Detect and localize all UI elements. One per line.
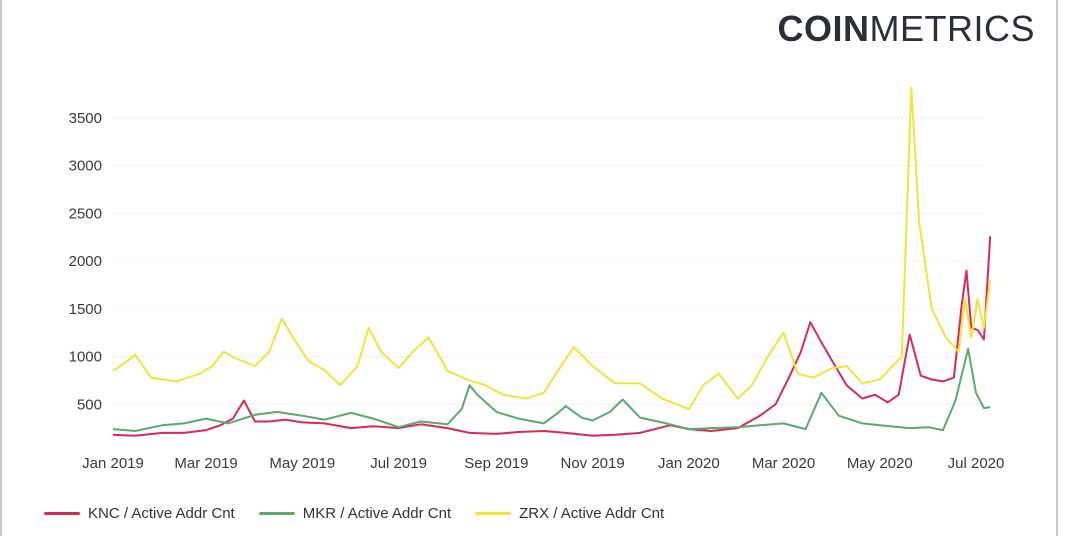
frame-left-border xyxy=(0,0,2,536)
legend-label: ZRX / Active Addr Cnt xyxy=(519,505,665,522)
y-tick-label: 3500 xyxy=(69,110,102,127)
series-line-mkr xyxy=(112,347,991,432)
legend-swatch xyxy=(258,512,295,515)
x-tick-label: May 2019 xyxy=(269,455,335,472)
y-tick-label: 500 xyxy=(77,396,102,413)
x-tick-label: Nov 2019 xyxy=(561,455,625,472)
legend-label: KNC / Active Addr Cnt xyxy=(88,505,235,522)
logo-bold-text: COIN xyxy=(777,8,870,49)
x-tick-label: Sep 2019 xyxy=(464,455,528,472)
x-tick-label: Mar 2019 xyxy=(174,455,237,472)
x-tick-label: Jul 2020 xyxy=(948,455,1005,472)
y-tick-label: 1000 xyxy=(69,349,102,366)
legend-swatch xyxy=(44,512,80,515)
y-tick-label: 1500 xyxy=(69,301,102,318)
logo-light-text: METRICS xyxy=(869,8,1035,49)
x-tick-label: May 2020 xyxy=(847,455,913,472)
legend-item-knc[interactable]: KNC / Active Addr Cnt xyxy=(44,505,235,522)
series-line-zrx xyxy=(112,86,992,411)
legend-label: MKR / Active Addr Cnt xyxy=(302,505,452,522)
chart-legend: KNC / Active Addr Cnt MKR / Active Addr C… xyxy=(44,505,664,522)
y-gridlines xyxy=(113,117,983,405)
y-axis: 500 1000 1500 2000 2500 3000 3500 xyxy=(69,110,102,413)
y-tick-label: 2500 xyxy=(69,205,102,222)
y-tick-label: 2000 xyxy=(69,253,102,270)
series-lines xyxy=(112,86,992,437)
coinmetrics-logo: COINMETRICS xyxy=(778,8,1036,50)
x-tick-label: Jul 2019 xyxy=(370,455,427,472)
y-tick-label: 3000 xyxy=(69,158,102,175)
x-axis: Jan 2019 Mar 2019 May 2019 Jul 2019 Sep 2019… xyxy=(82,455,1004,472)
x-tick-label: Mar 2020 xyxy=(752,455,815,472)
legend-swatch xyxy=(475,512,512,515)
legend-item-zrx[interactable]: ZRX / Active Addr Cnt xyxy=(475,505,664,522)
x-tick-label: Jan 2019 xyxy=(82,455,144,472)
legend-item-mkr[interactable]: MKR / Active Addr Cnt xyxy=(258,505,452,522)
series-line-knc xyxy=(112,236,992,437)
x-tick-label: Jan 2020 xyxy=(658,455,720,472)
frame-right-border xyxy=(1056,0,1058,536)
